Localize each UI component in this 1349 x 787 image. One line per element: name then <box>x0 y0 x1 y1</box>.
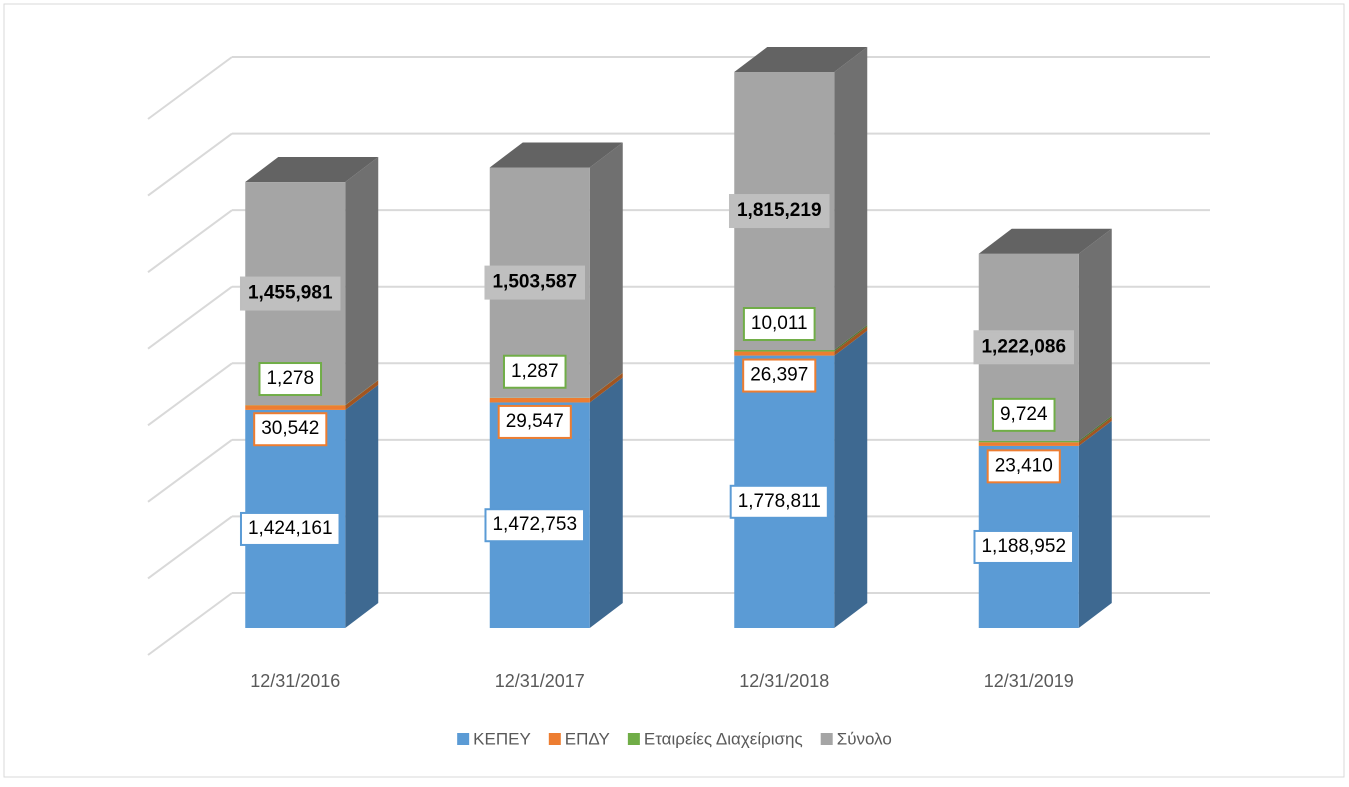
legend-swatch <box>457 733 469 745</box>
bar <box>734 350 834 352</box>
data-label: 10,011 <box>751 313 808 334</box>
data-label: 1,287 <box>511 361 559 382</box>
bar-side <box>345 157 378 405</box>
x-tick-label: 12/31/2016 <box>250 671 340 691</box>
bar-side <box>834 331 867 628</box>
data-label: 1,188,952 <box>981 536 1066 557</box>
legend-label: Εταιρείες Διαχείρισης <box>644 729 803 748</box>
bar <box>734 352 834 356</box>
bar <box>979 442 1079 446</box>
data-label: 1,472,753 <box>492 514 577 535</box>
data-label: 1,222,086 <box>981 336 1066 357</box>
data-label: 30,542 <box>261 418 319 439</box>
bar-side <box>590 377 623 628</box>
data-label: 29,547 <box>506 411 564 432</box>
data-label: 1,778,811 <box>738 491 821 512</box>
bar-side <box>1079 229 1112 441</box>
bar-side <box>1079 421 1112 628</box>
data-label: 1,278 <box>266 368 314 389</box>
bar-side <box>590 142 623 397</box>
bar <box>490 398 590 403</box>
legend-label: ΕΠΔΥ <box>565 729 610 748</box>
legend-label: Σύνολο <box>837 729 892 748</box>
x-tick-label: 12/31/2018 <box>739 671 829 691</box>
data-label: 9,724 <box>1000 404 1048 425</box>
chart-frame <box>4 4 1344 777</box>
data-label: 23,410 <box>995 455 1053 476</box>
legend-swatch <box>628 733 640 745</box>
x-tick-label: 12/31/2019 <box>984 671 1074 691</box>
legend-swatch <box>821 733 833 745</box>
x-tick-label: 12/31/2017 <box>495 671 585 691</box>
bar <box>979 441 1079 442</box>
legend-swatch <box>549 733 561 745</box>
data-label: 1,815,219 <box>737 200 822 221</box>
data-label: 1,455,981 <box>248 283 333 304</box>
bar-side <box>345 385 378 628</box>
data-label: 26,397 <box>750 365 808 386</box>
bar-side <box>834 47 867 350</box>
bar <box>245 405 345 410</box>
legend-label: ΚΕΠΕΥ <box>473 729 531 748</box>
data-label: 1,503,587 <box>492 272 577 293</box>
data-label: 1,424,161 <box>248 518 333 539</box>
